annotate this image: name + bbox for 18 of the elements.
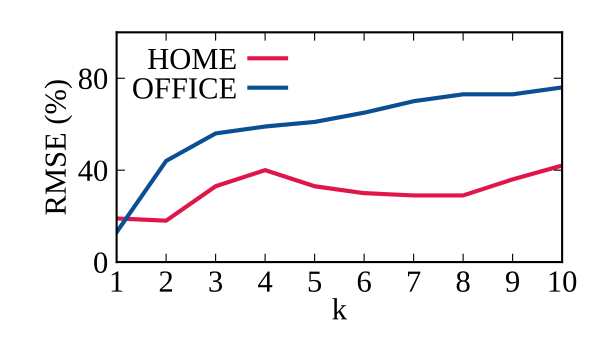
x-tick-label: 7 xyxy=(408,272,420,292)
line-series xyxy=(116,163,562,223)
y-tick-label: 40 xyxy=(78,160,108,182)
x-tick-label: 4 xyxy=(258,271,272,292)
x-tick-label: 9 xyxy=(506,271,520,292)
x-tick-label: 1 xyxy=(112,271,122,292)
x-tick-label: 6 xyxy=(358,271,371,292)
x-tick-label: 5 xyxy=(308,272,322,292)
x-tick-label: 8 xyxy=(456,271,470,292)
legend-label: OFFICE xyxy=(133,78,236,99)
x-tick-label: 10 xyxy=(550,271,576,292)
x-axis-title: k xyxy=(332,298,348,320)
y-axis-title: RMSE (%) xyxy=(44,80,72,215)
legend-label: HOME xyxy=(148,48,236,70)
x-tick-label: 3 xyxy=(209,271,222,292)
y-tick-label: 0 xyxy=(94,252,108,273)
x-tick-label: 2 xyxy=(160,271,172,292)
y-tick-label: 80 xyxy=(78,68,108,90)
